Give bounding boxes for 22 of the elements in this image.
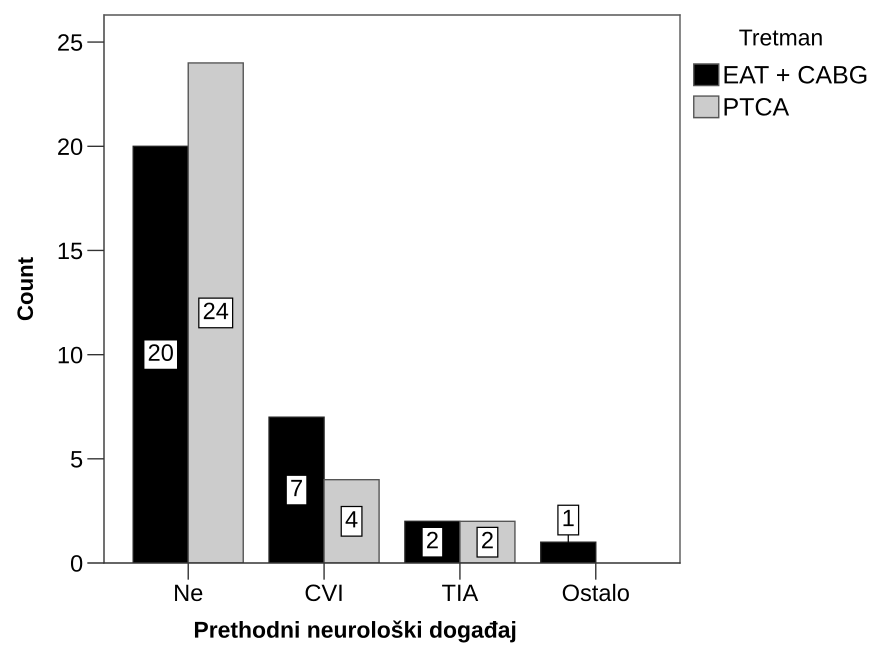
x-axis-title: Prethodni neurološki događaj bbox=[194, 620, 516, 643]
x-tick-label: Ostalo bbox=[562, 584, 629, 602]
x-tick-label: Ne bbox=[175, 584, 202, 602]
y-tick-label: 15 bbox=[58, 242, 82, 260]
data-label: 24 bbox=[204, 302, 228, 320]
x-tick-label: CVI bbox=[306, 584, 342, 602]
y-tick-label: 5 bbox=[70, 451, 82, 468]
legend-label: EAT + CABG bbox=[724, 66, 866, 84]
legend-label: PTCA bbox=[724, 98, 790, 116]
y-tick-label: 20 bbox=[58, 138, 82, 156]
data-label: 1 bbox=[564, 510, 574, 526]
data-label: 2 bbox=[427, 532, 438, 548]
data-label: 2 bbox=[482, 532, 493, 548]
y-axis-title: Count bbox=[17, 257, 34, 320]
y-tick-label: 0 bbox=[70, 555, 82, 572]
y-tick-label: 10 bbox=[58, 346, 82, 364]
data-label: 4 bbox=[346, 511, 358, 528]
data-label: 20 bbox=[148, 344, 173, 361]
data-label: 7 bbox=[291, 480, 302, 496]
legend-title: Tretman bbox=[739, 30, 822, 46]
x-tick-label: TIA bbox=[442, 584, 478, 601]
y-tick-label: 25 bbox=[58, 34, 82, 51]
